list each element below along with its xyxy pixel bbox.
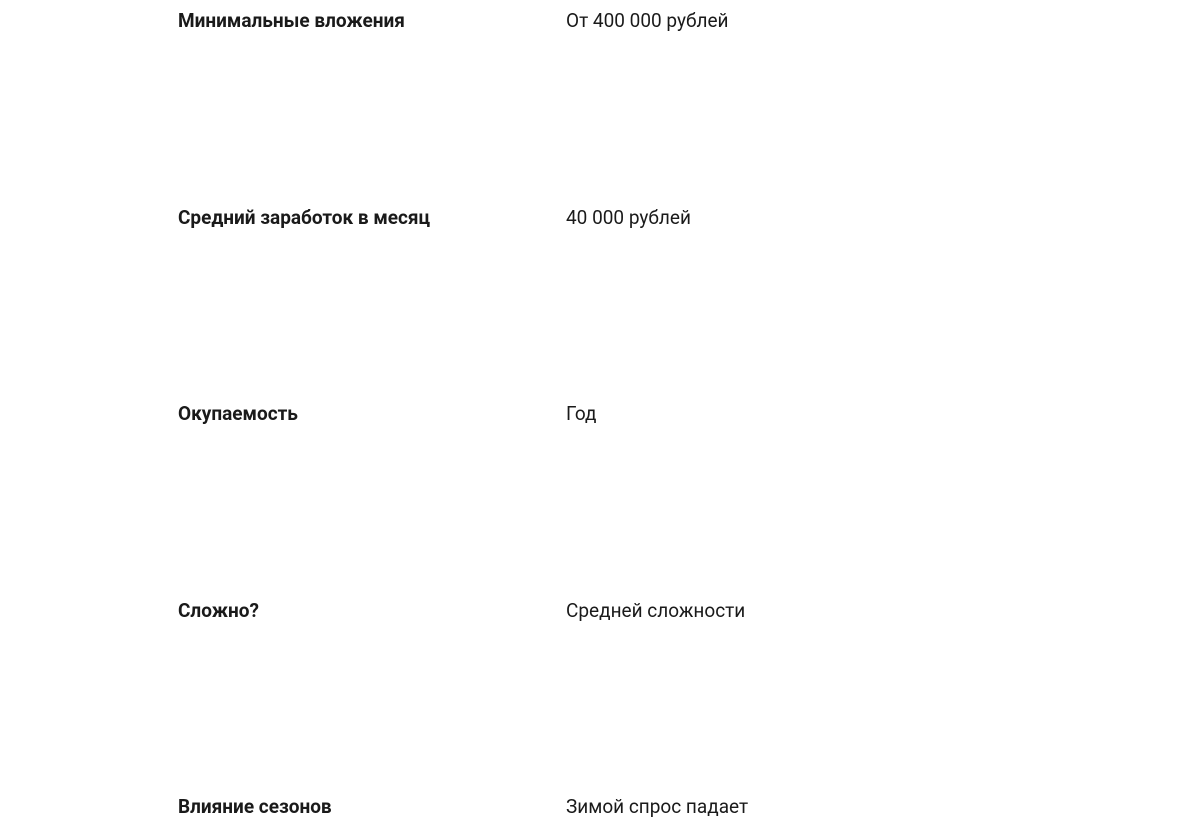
info-list: Минимальные вложения От 400 000 рублей С… [0, 0, 1200, 821]
info-row: Окупаемость Год [178, 401, 1200, 428]
info-label: Средний заработок в месяц [178, 205, 566, 232]
info-row: Сложно? Средней сложности [178, 598, 1200, 625]
info-row: Минимальные вложения От 400 000 рублей [178, 8, 1200, 35]
info-value: 40 000 рублей [566, 205, 691, 232]
info-value: От 400 000 рублей [566, 8, 729, 35]
info-row: Средний заработок в месяц 40 000 рублей [178, 205, 1200, 232]
info-label: Сложно? [178, 598, 566, 625]
info-value: Зимой спрос падает [566, 794, 748, 821]
info-label: Окупаемость [178, 401, 566, 428]
info-value: Год [566, 401, 596, 428]
info-value: Средней сложности [566, 598, 745, 625]
info-label: Минимальные вложения [178, 8, 566, 35]
info-label: Влияние сезонов [178, 794, 566, 821]
info-row: Влияние сезонов Зимой спрос падает [178, 794, 1200, 821]
